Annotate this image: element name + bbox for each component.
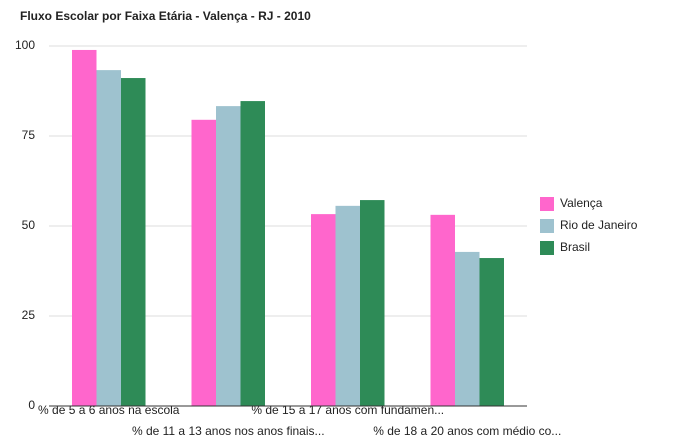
- x-tick-label: % de 5 a 6 anos na escola: [38, 403, 180, 417]
- bar: [240, 101, 265, 406]
- y-tick-label: 100: [15, 38, 35, 52]
- bar: [191, 119, 216, 407]
- legend-swatch: [540, 241, 554, 255]
- legend-swatch: [540, 197, 554, 211]
- bar: [96, 70, 121, 407]
- bar: [216, 106, 241, 407]
- bar: [430, 214, 455, 406]
- bar: [360, 200, 385, 406]
- y-tick-label: 75: [22, 128, 36, 142]
- legend-label: Rio de Janeiro: [560, 218, 638, 232]
- bar: [311, 214, 336, 406]
- chart-title: Fluxo Escolar por Faixa Etária - Valença…: [20, 9, 311, 23]
- x-tick-label: % de 15 a 17 anos com fundamen...: [251, 403, 444, 417]
- legend-label: Brasil: [560, 240, 590, 254]
- bar: [335, 205, 360, 406]
- bar: [479, 258, 504, 406]
- bar: [455, 251, 480, 406]
- x-tick-label: % de 18 a 20 anos com médio co...: [373, 424, 561, 438]
- legend-label: Valença: [560, 196, 603, 210]
- bar: [121, 78, 146, 406]
- y-tick-label: 0: [28, 398, 35, 412]
- y-tick-label: 50: [22, 218, 36, 232]
- bar: [72, 49, 97, 407]
- y-tick-label: 25: [22, 308, 36, 322]
- legend-swatch: [540, 219, 554, 233]
- x-tick-label: % de 11 a 13 anos nos anos finais...: [132, 424, 325, 438]
